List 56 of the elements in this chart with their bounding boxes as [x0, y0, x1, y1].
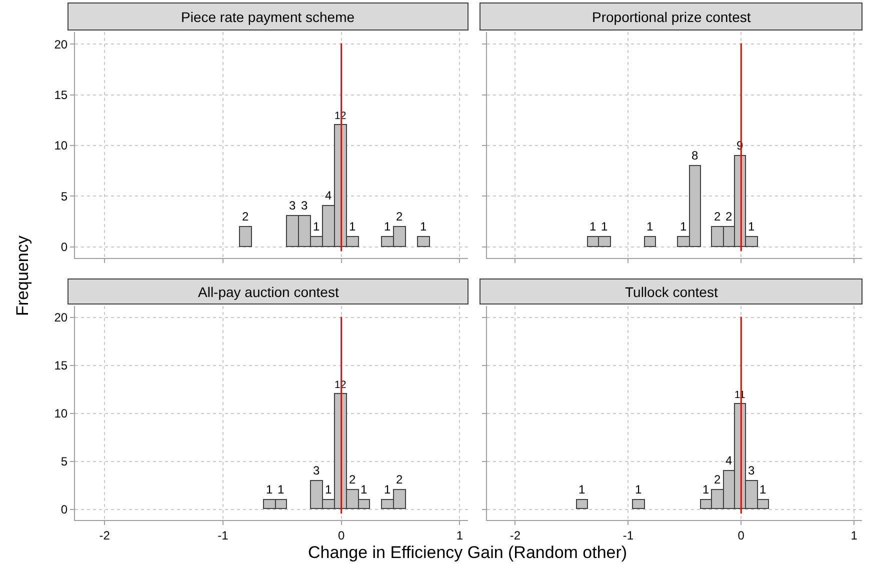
data-label: 3 — [748, 464, 755, 478]
chart-title: Piece rate payment scheme — [181, 9, 355, 25]
y-tick-label: 15 — [54, 358, 68, 373]
x-tick-label: -1 — [622, 528, 634, 542]
y-tick-label: 15 — [54, 88, 68, 102]
data-label: 1 — [748, 220, 755, 234]
data-label: 1 — [760, 482, 766, 496]
chart-title: All-pay auction contest — [198, 284, 339, 300]
x-tick-label: -2 — [510, 528, 521, 542]
x-tick-label: 0 — [738, 528, 745, 542]
data-label: 2 — [726, 210, 732, 224]
data-label: 1 — [349, 220, 356, 234]
data-label: 1 — [590, 220, 596, 234]
y-tick-label: 5 — [60, 454, 68, 469]
x-tick-label: -1 — [218, 528, 229, 542]
data-label: 3 — [301, 198, 308, 212]
data-label: 8 — [692, 148, 698, 162]
data-label: 2 — [714, 210, 721, 224]
data-label: 3 — [313, 464, 320, 478]
data-label: 1 — [360, 482, 368, 496]
data-label: 1 — [384, 482, 391, 496]
data-label: 2 — [242, 210, 249, 224]
data-label: 1 — [313, 220, 320, 234]
data-label: 2 — [349, 472, 356, 486]
y-tick-label: 10 — [54, 138, 68, 153]
data-label: 1 — [601, 220, 608, 234]
chart-title: Proportional prize contest — [592, 9, 751, 25]
y-tick-label: 10 — [54, 406, 68, 421]
data-label: 3 — [289, 198, 296, 212]
data-label: 4 — [325, 188, 332, 202]
x-tick-label: 0 — [338, 528, 345, 542]
y-tick-label: 0 — [60, 502, 68, 517]
x-tick-label: 1 — [456, 528, 464, 542]
chart-title: Tullock contest — [625, 284, 718, 300]
y-tick-label: 20 — [54, 310, 68, 325]
x-tick-label: 1 — [850, 528, 858, 542]
data-label: 1 — [420, 220, 427, 234]
data-label: 2 — [714, 472, 721, 486]
data-label: 1 — [635, 482, 642, 496]
data-label: 1 — [266, 482, 273, 496]
x-axis-title: Change in Efficiency Gain (Random other) — [308, 543, 628, 562]
y-tick-label: 20 — [54, 37, 68, 52]
data-label: 1 — [702, 482, 710, 496]
data-label: 1 — [578, 482, 586, 496]
x-tick-label: -2 — [99, 528, 110, 542]
y-axis-title: Frequency — [13, 235, 32, 316]
y-tick-label: 0 — [60, 240, 68, 254]
data-label: 1 — [680, 220, 687, 234]
data-label: 4 — [726, 454, 732, 468]
data-label: 2 — [396, 472, 403, 486]
data-label: 2 — [396, 210, 403, 224]
y-tick-label: 5 — [60, 189, 68, 204]
data-label: 1 — [384, 220, 391, 234]
data-label: 1 — [646, 220, 654, 234]
data-label: 1 — [278, 482, 284, 496]
data-label: 1 — [325, 482, 332, 496]
